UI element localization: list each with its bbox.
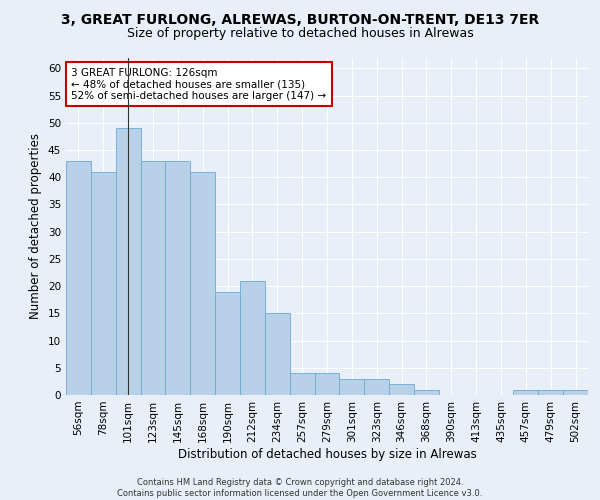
- Bar: [389, 384, 414, 395]
- Bar: [91, 172, 116, 395]
- Bar: [514, 390, 538, 395]
- Text: 3 GREAT FURLONG: 126sqm
← 48% of detached houses are smaller (135)
52% of semi-d: 3 GREAT FURLONG: 126sqm ← 48% of detache…: [71, 68, 326, 101]
- Bar: [538, 390, 563, 395]
- Y-axis label: Number of detached properties: Number of detached properties: [29, 133, 43, 320]
- Bar: [563, 390, 588, 395]
- Bar: [66, 161, 91, 395]
- Bar: [140, 161, 166, 395]
- Text: Size of property relative to detached houses in Alrewas: Size of property relative to detached ho…: [127, 28, 473, 40]
- Text: Contains HM Land Registry data © Crown copyright and database right 2024.
Contai: Contains HM Land Registry data © Crown c…: [118, 478, 482, 498]
- Bar: [116, 128, 140, 395]
- Bar: [190, 172, 215, 395]
- Bar: [215, 292, 240, 395]
- Bar: [166, 161, 190, 395]
- X-axis label: Distribution of detached houses by size in Alrewas: Distribution of detached houses by size …: [178, 448, 476, 460]
- Bar: [240, 280, 265, 395]
- Bar: [265, 314, 290, 395]
- Bar: [314, 373, 340, 395]
- Bar: [364, 378, 389, 395]
- Text: 3, GREAT FURLONG, ALREWAS, BURTON-ON-TRENT, DE13 7ER: 3, GREAT FURLONG, ALREWAS, BURTON-ON-TRE…: [61, 12, 539, 26]
- Bar: [290, 373, 314, 395]
- Bar: [414, 390, 439, 395]
- Bar: [340, 378, 364, 395]
